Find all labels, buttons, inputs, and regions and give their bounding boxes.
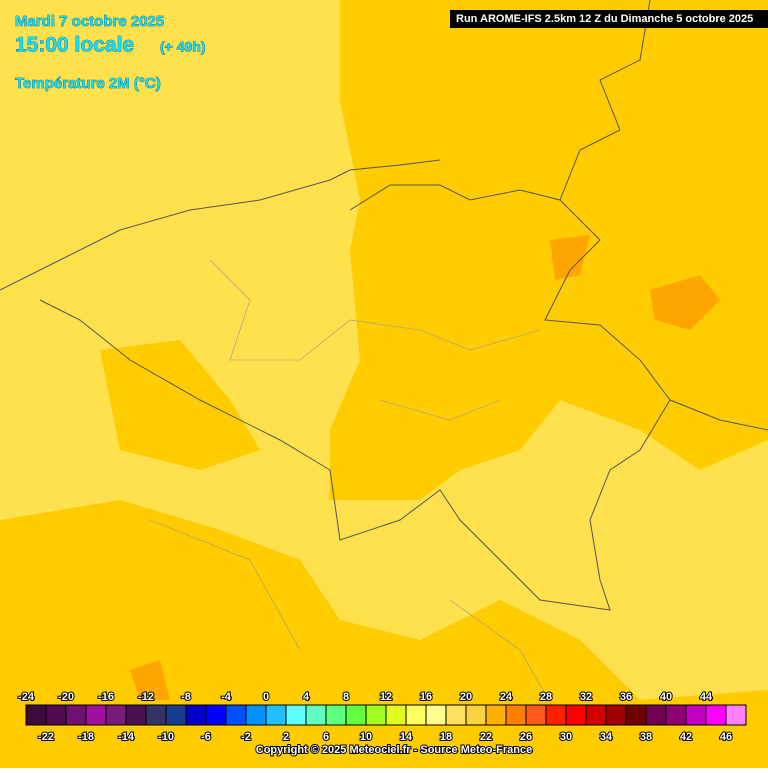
legend-swatch xyxy=(65,704,87,726)
legend-label: 16 xyxy=(420,691,432,703)
legend-swatch xyxy=(685,704,707,726)
run-info: Run AROME-IFS 2.5km 12 Z du Dimanche 5 o… xyxy=(456,13,753,25)
legend-label: -8 xyxy=(181,691,191,703)
legend-label: 2 xyxy=(283,731,289,743)
legend-swatch xyxy=(705,704,727,726)
legend-label: 36 xyxy=(620,691,632,703)
legend-label: 32 xyxy=(580,691,592,703)
legend-swatch xyxy=(25,704,47,726)
legend-label: -10 xyxy=(158,731,174,743)
legend-label: 34 xyxy=(600,731,613,743)
warm-area xyxy=(330,0,768,500)
legend-label: 20 xyxy=(460,691,472,703)
legend-label: 18 xyxy=(440,731,452,743)
legend-label: 30 xyxy=(560,731,572,743)
legend-swatch xyxy=(525,704,547,726)
date: Mardi 7 octobre 2025 xyxy=(15,13,164,30)
legend-swatch xyxy=(225,704,247,726)
legend-swatch xyxy=(665,704,687,726)
legend-label: 8 xyxy=(343,691,349,703)
legend-swatch xyxy=(725,704,747,726)
region-border xyxy=(149,259,561,721)
legend-swatch xyxy=(305,704,327,726)
border xyxy=(39,184,671,611)
legend-swatch xyxy=(485,704,507,726)
warm-area xyxy=(100,340,260,470)
legend-label: -2 xyxy=(241,731,251,743)
legend-swatch xyxy=(605,704,627,726)
legend-swatch xyxy=(345,704,367,726)
legend-label: -14 xyxy=(118,731,135,743)
legend-label: 4 xyxy=(303,691,310,703)
legend-label: -24 xyxy=(18,691,35,703)
hot-spot xyxy=(130,660,170,700)
lead-time: (+ 49h) xyxy=(160,39,206,55)
legend-swatch xyxy=(565,704,587,726)
legend-label: 6 xyxy=(323,731,329,743)
legend-swatch xyxy=(405,704,427,726)
legend-label: 28 xyxy=(540,691,552,703)
legend-swatch xyxy=(425,704,447,726)
field-name: Température 2M (°C) xyxy=(15,75,161,92)
warm-area xyxy=(0,500,768,768)
legend-label: -16 xyxy=(98,691,114,703)
legend-swatch xyxy=(445,704,467,726)
hot-spot xyxy=(550,235,590,280)
legend-label: 22 xyxy=(480,731,492,743)
copyright: Copyright © 2025 Meteociel.fr - Source M… xyxy=(256,744,532,756)
legend-label: 24 xyxy=(500,691,513,703)
legend-swatch xyxy=(85,704,107,726)
run-box xyxy=(450,10,768,28)
legend-swatch xyxy=(125,704,147,726)
legend-swatch xyxy=(145,704,167,726)
legend-swatch xyxy=(285,704,307,726)
time: 15:00 locale xyxy=(15,34,134,57)
legend-label: 12 xyxy=(380,691,392,703)
legend-label: 42 xyxy=(680,731,692,743)
legend-label: -22 xyxy=(38,731,54,743)
legend-swatch xyxy=(585,704,607,726)
coastline xyxy=(0,159,441,291)
legend-label: 14 xyxy=(400,731,413,743)
legend-swatch xyxy=(545,704,567,726)
legend-swatch xyxy=(505,704,527,726)
legend-label: 40 xyxy=(660,691,672,703)
legend-swatch xyxy=(105,704,127,726)
legend-label: 0 xyxy=(263,691,269,703)
legend-label: -20 xyxy=(58,691,74,703)
border xyxy=(559,0,651,201)
border xyxy=(669,399,768,431)
legend-label: 44 xyxy=(700,691,713,703)
legend-label: -12 xyxy=(138,691,154,703)
legend-swatch xyxy=(465,704,487,726)
legend-swatch xyxy=(205,704,227,726)
legend-label: -6 xyxy=(201,731,211,743)
legend-swatch xyxy=(645,704,667,726)
legend-label: -18 xyxy=(78,731,94,743)
legend-swatch xyxy=(45,704,67,726)
legend-label: 26 xyxy=(520,731,532,743)
legend-swatch xyxy=(325,704,347,726)
legend-label: -4 xyxy=(221,691,232,703)
hot-spot xyxy=(650,275,720,330)
legend-swatch xyxy=(165,704,187,726)
legend-swatch xyxy=(365,704,387,726)
legend-label: 10 xyxy=(360,731,372,743)
legend-swatch xyxy=(625,704,647,726)
legend-label: 46 xyxy=(720,731,732,743)
legend-swatch xyxy=(265,704,287,726)
legend-swatch xyxy=(185,704,207,726)
legend-swatch xyxy=(245,704,267,726)
legend-swatch xyxy=(385,704,407,726)
legend-label: 38 xyxy=(640,731,652,743)
